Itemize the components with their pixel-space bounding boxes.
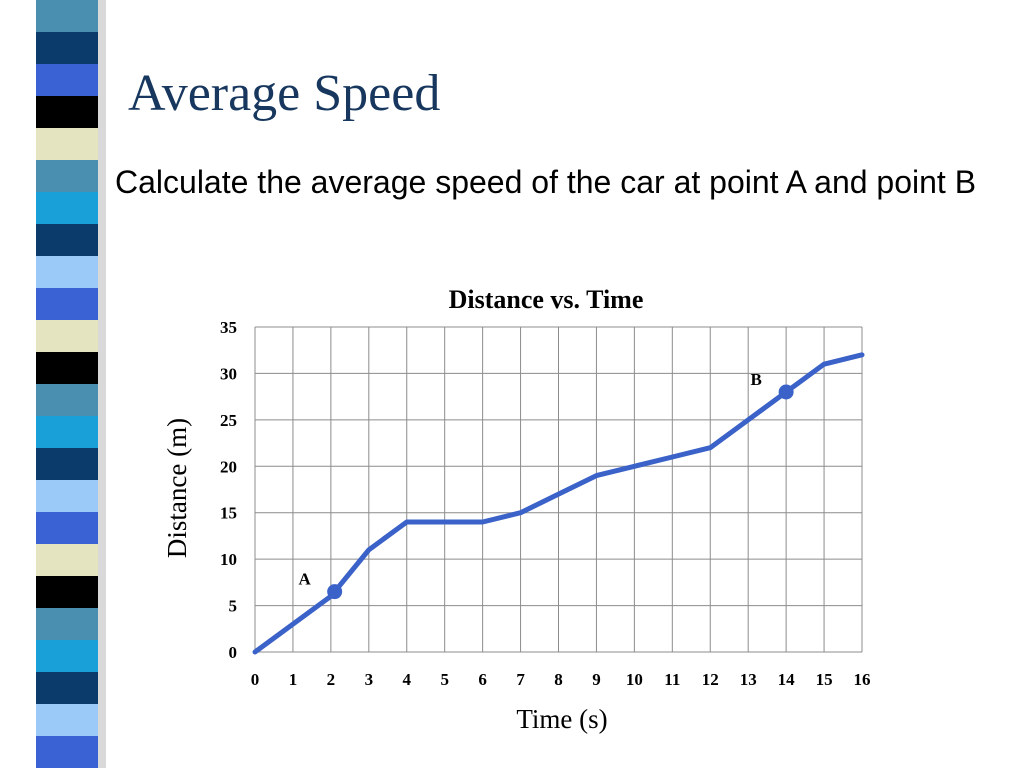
x-tick-label: 12 (702, 670, 719, 689)
stripe-block (36, 256, 98, 288)
y-tick-label: 5 (229, 597, 238, 616)
x-tick-label: 5 (440, 670, 449, 689)
stripe-block (36, 224, 98, 256)
stripe-block (36, 160, 98, 192)
point-label-a: A (299, 570, 312, 589)
stripe-block (36, 288, 98, 320)
x-tick-label: 10 (626, 670, 643, 689)
x-tick-label: 15 (816, 670, 833, 689)
x-axis-label: Time (s) (516, 704, 607, 734)
stripe-block (36, 704, 98, 736)
point-marker-a (327, 584, 343, 600)
stripe-block (36, 32, 98, 64)
stripe-block (36, 96, 98, 128)
y-tick-label: 10 (220, 550, 237, 569)
stripe-block (36, 640, 98, 672)
y-tick-label: 35 (220, 318, 237, 337)
x-tick-label: 13 (740, 670, 757, 689)
x-tick-label: 6 (478, 670, 487, 689)
stripe-block (36, 672, 98, 704)
y-axis-label: Distance (m) (162, 418, 192, 558)
series-line (252, 352, 865, 655)
point-marker-b (778, 384, 794, 400)
stripe-shadow (98, 0, 106, 768)
slide-body-text: Calculate the average speed of the car a… (115, 164, 977, 200)
stripe-block (36, 512, 98, 544)
x-tick-label: 14 (778, 670, 796, 689)
y-tick-label: 15 (220, 504, 237, 523)
stripe-block (36, 416, 98, 448)
stripe-block (36, 384, 98, 416)
y-tick-label: 0 (229, 643, 238, 662)
x-tick-label: 11 (664, 670, 680, 689)
stripe-block (36, 320, 98, 352)
decorative-stripe-bar (36, 0, 106, 768)
stripe-block (36, 544, 98, 576)
stripe-block (36, 0, 98, 32)
stripe-block (36, 192, 98, 224)
y-tick-label: 20 (220, 457, 237, 476)
stripe-block (36, 480, 98, 512)
x-tick-label: 3 (365, 670, 374, 689)
x-tick-label: 4 (403, 670, 412, 689)
stripe-block (36, 608, 98, 640)
stripe-block (36, 448, 98, 480)
x-tick-label: 8 (554, 670, 563, 689)
stripe-block (36, 64, 98, 96)
distance-time-chart: Distance vs. Time Distance (m) Time (s) … (162, 285, 871, 734)
stripe-block (36, 352, 98, 384)
x-tick-label: 1 (289, 670, 298, 689)
point-label-b: B (750, 370, 761, 389)
x-tick-label: 0 (251, 670, 260, 689)
y-tick-label: 25 (220, 411, 237, 430)
stripe-block (36, 576, 98, 608)
stripe-block (36, 128, 98, 160)
chart-title: Distance vs. Time (449, 285, 644, 314)
slide-title: Average Speed (128, 65, 441, 122)
x-tick-label: 7 (516, 670, 525, 689)
stripe-block (36, 736, 98, 768)
x-tick-label: 16 (854, 670, 871, 689)
x-tick-label: 9 (592, 670, 601, 689)
x-tick-label: 2 (327, 670, 336, 689)
y-tick-label: 30 (220, 364, 237, 383)
